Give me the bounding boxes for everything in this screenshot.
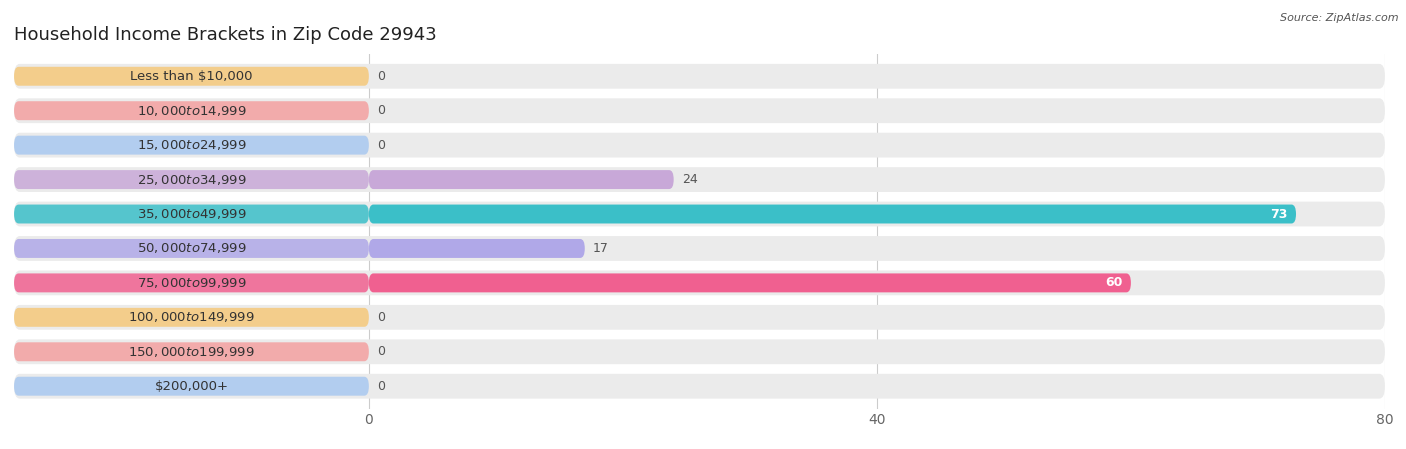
Text: Household Income Brackets in Zip Code 29943: Household Income Brackets in Zip Code 29… xyxy=(14,26,437,44)
FancyBboxPatch shape xyxy=(14,133,1385,158)
FancyBboxPatch shape xyxy=(14,305,1385,330)
FancyBboxPatch shape xyxy=(14,342,368,361)
Text: $150,000 to $199,999: $150,000 to $199,999 xyxy=(128,345,254,359)
Text: 0: 0 xyxy=(377,311,385,324)
Text: $75,000 to $99,999: $75,000 to $99,999 xyxy=(136,276,246,290)
Text: 0: 0 xyxy=(377,380,385,393)
FancyBboxPatch shape xyxy=(368,170,673,189)
FancyBboxPatch shape xyxy=(14,101,368,120)
Text: $100,000 to $149,999: $100,000 to $149,999 xyxy=(128,310,254,324)
FancyBboxPatch shape xyxy=(14,136,368,154)
FancyBboxPatch shape xyxy=(14,273,368,292)
FancyBboxPatch shape xyxy=(14,170,368,189)
Text: $50,000 to $74,999: $50,000 to $74,999 xyxy=(136,242,246,255)
FancyBboxPatch shape xyxy=(14,98,1385,123)
FancyBboxPatch shape xyxy=(14,64,1385,88)
Text: 0: 0 xyxy=(377,139,385,152)
Text: $10,000 to $14,999: $10,000 to $14,999 xyxy=(136,104,246,118)
Text: Source: ZipAtlas.com: Source: ZipAtlas.com xyxy=(1281,13,1399,23)
Text: 73: 73 xyxy=(1271,207,1288,220)
FancyBboxPatch shape xyxy=(14,377,368,396)
FancyBboxPatch shape xyxy=(14,167,1385,192)
FancyBboxPatch shape xyxy=(14,270,1385,295)
FancyBboxPatch shape xyxy=(368,239,585,258)
Text: 24: 24 xyxy=(682,173,697,186)
FancyBboxPatch shape xyxy=(14,202,1385,226)
FancyBboxPatch shape xyxy=(368,273,1130,292)
Text: $35,000 to $49,999: $35,000 to $49,999 xyxy=(136,207,246,221)
FancyBboxPatch shape xyxy=(14,374,1385,399)
FancyBboxPatch shape xyxy=(14,239,368,258)
FancyBboxPatch shape xyxy=(14,308,368,327)
FancyBboxPatch shape xyxy=(14,339,1385,364)
FancyBboxPatch shape xyxy=(14,236,1385,261)
FancyBboxPatch shape xyxy=(14,67,368,86)
Text: Less than $10,000: Less than $10,000 xyxy=(131,70,253,83)
Text: 0: 0 xyxy=(377,70,385,83)
Text: 17: 17 xyxy=(593,242,609,255)
Text: $25,000 to $34,999: $25,000 to $34,999 xyxy=(136,172,246,187)
FancyBboxPatch shape xyxy=(14,205,368,224)
Text: 0: 0 xyxy=(377,345,385,358)
Text: 60: 60 xyxy=(1105,277,1123,290)
Text: 0: 0 xyxy=(377,104,385,117)
FancyBboxPatch shape xyxy=(368,205,1296,224)
Text: $15,000 to $24,999: $15,000 to $24,999 xyxy=(136,138,246,152)
Text: $200,000+: $200,000+ xyxy=(155,380,228,393)
